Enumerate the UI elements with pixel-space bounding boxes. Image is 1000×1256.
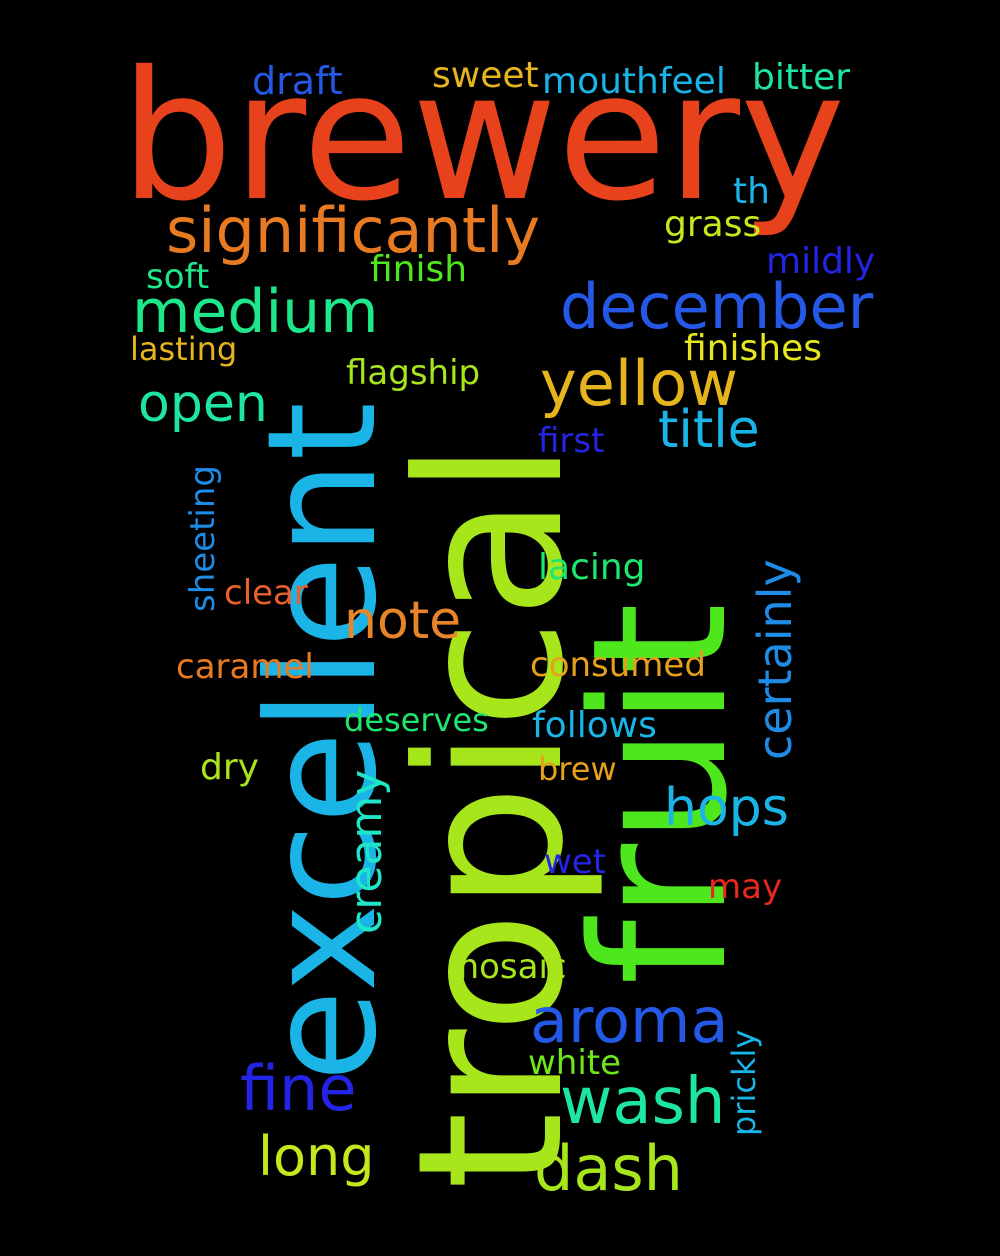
word-creamy: creamy (341, 769, 392, 934)
word-lasting: lasting (130, 330, 238, 368)
word-sweet: sweet (432, 55, 539, 96)
word-flagship: flagship (346, 353, 481, 393)
word-consumed: consumed (530, 645, 706, 685)
word-draft: draft (252, 59, 343, 103)
word-mildly: mildly (766, 241, 876, 282)
word-caramel: caramel (176, 647, 314, 687)
word-dash: dash (534, 1132, 683, 1205)
word-sheeting: sheeting (183, 464, 223, 612)
word-brew: brew (538, 750, 617, 788)
word-brewery: brewery (120, 33, 846, 240)
word-december: december (560, 270, 874, 343)
word-aroma: aroma (530, 984, 729, 1057)
word-fine: fine (240, 1052, 357, 1125)
word-wash: wash (560, 1065, 726, 1139)
word-may: may (708, 867, 783, 907)
word-finishes: finishes (684, 328, 822, 369)
word-mouthfeel: mouthfeel (542, 61, 726, 102)
word-deserves: deserves (344, 701, 489, 739)
word-excellent: excellent (236, 401, 410, 1082)
word-clear: clear (224, 573, 308, 613)
word-mosaic: mosaic (446, 947, 567, 987)
word-first: first (538, 421, 605, 461)
word-yellow: yellow (540, 347, 738, 420)
word-certainly: certainly (748, 559, 802, 760)
word-title: title (658, 400, 760, 460)
word-wet: wet (544, 842, 607, 882)
word-note: note (344, 591, 462, 651)
word-follows: follows (532, 705, 657, 746)
word-significantly: significantly (166, 194, 541, 267)
word-soft: soft (146, 257, 210, 297)
word-long: long (258, 1125, 375, 1188)
word-medium: medium (132, 277, 379, 347)
word-white: white (528, 1043, 622, 1083)
word-grass: grass (664, 204, 762, 245)
word-prickly: prickly (725, 1029, 763, 1136)
word-dry: dry (200, 747, 259, 788)
word-lacing: lacing (538, 547, 646, 588)
word-bitter: bitter (752, 57, 851, 98)
word-hops: hops (664, 778, 789, 838)
word-th: th (733, 171, 770, 212)
word-open: open (138, 374, 268, 434)
word-finish: finish (370, 249, 468, 290)
